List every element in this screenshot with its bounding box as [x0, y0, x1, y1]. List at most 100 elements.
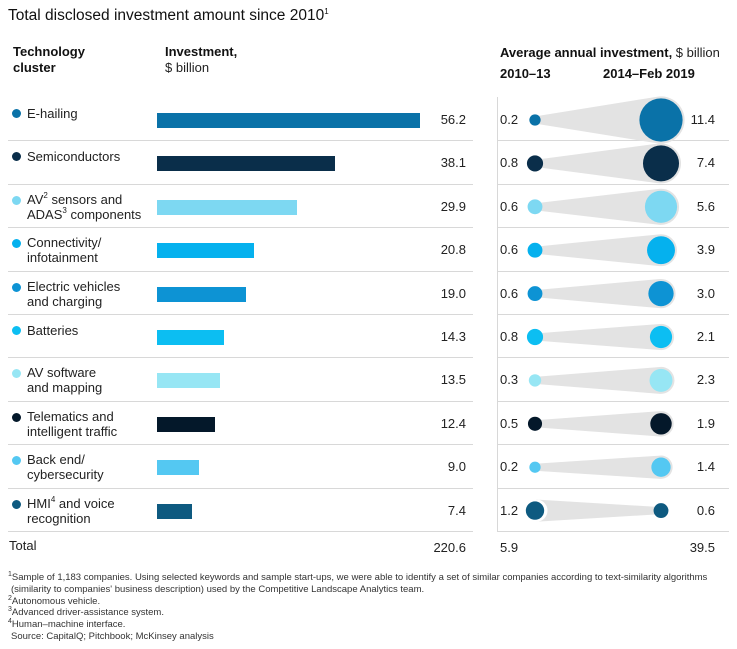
- avg-2014-19-value: 0.6: [696, 502, 715, 518]
- investment-bar: [157, 199, 297, 215]
- avg-2010-13-value: 0.2: [500, 112, 519, 127]
- cluster-label: Connectivity/infotainment: [27, 235, 102, 266]
- bubble-panel-edge: [497, 97, 498, 531]
- bubble-cone: [531, 455, 673, 479]
- cluster-label: Telematics and intelligent traffic: [27, 408, 118, 439]
- investment-value: 29.9: [440, 198, 466, 214]
- bubble-2014-19: [648, 280, 674, 307]
- total-separator: [8, 531, 473, 532]
- header-period-2010-13: 2010–13: [500, 66, 551, 81]
- avg-2010-13-value: 0.3: [500, 372, 519, 388]
- bubble-2014-19: [644, 190, 678, 223]
- bubble-cone: [530, 234, 677, 267]
- total-separator: [497, 531, 729, 532]
- row-separator: [497, 183, 729, 185]
- cluster-label: Semiconductors: [27, 149, 121, 165]
- total-investment: 220.6: [433, 540, 466, 555]
- row-separator: [497, 444, 729, 446]
- cluster-label: AV2 sensors and ADAS3 components: [27, 190, 142, 222]
- row-separator: [8, 357, 473, 359]
- investment-bar: [157, 113, 420, 128]
- row-separator: [8, 314, 473, 315]
- investment-bar: [157, 416, 216, 432]
- investment-bar: [157, 460, 200, 476]
- footnote-line: Source: CapitalQ; Pitchbook; McKinsey an…: [11, 630, 214, 642]
- cluster-dot: [12, 412, 21, 422]
- bubble-2014-19: [639, 98, 683, 142]
- row-separator: [497, 314, 729, 315]
- row-separator: [8, 140, 473, 142]
- bubble-2010-13: [527, 286, 543, 302]
- row-separator: [497, 487, 729, 489]
- footnote-line: 1Sample of 1,183 companies. Using select…: [8, 571, 708, 583]
- investment-value: 9.0: [447, 459, 466, 475]
- header-technology-cluster: Technology cluster: [13, 44, 85, 75]
- bubble-2010-13: [529, 461, 541, 473]
- bubble-chart: [525, 96, 685, 522]
- bubble-cone: [530, 411, 674, 437]
- row-separator: [8, 183, 473, 185]
- bubble-2010-13: [527, 199, 543, 215]
- bubble-cone: [530, 188, 680, 225]
- row-separator: [497, 357, 729, 359]
- avg-2010-13-value: 0.8: [500, 155, 519, 171]
- bubble-cone: [530, 366, 675, 394]
- investment-value: 12.4: [440, 415, 466, 431]
- investment-bar: [157, 243, 255, 259]
- investment-value: 38.1: [440, 155, 466, 171]
- header-average-annual: Average annual investment, $ billion: [500, 45, 720, 60]
- header-investment: Investment, $ billion: [165, 44, 238, 75]
- cluster-dot: [12, 195, 21, 205]
- total-label: Total: [9, 538, 37, 553]
- avg-2010-13-value: 0.2: [500, 459, 519, 475]
- avg-2014-19-value: 3.9: [696, 242, 715, 258]
- avg-2014-19-value: 11.4: [690, 112, 715, 127]
- row-separator: [497, 270, 729, 272]
- bubble-2014-19: [642, 145, 680, 182]
- avg-2014-19-value: 1.4: [696, 459, 715, 475]
- cluster-label: Electric vehicles and charging: [27, 278, 121, 309]
- avg-2014-19-value: 5.6: [696, 198, 715, 214]
- investment-bar: [157, 330, 224, 345]
- cluster-label: E-hailing: [27, 106, 78, 121]
- bubble-2014-19: [649, 325, 673, 349]
- row-separator: [8, 270, 473, 272]
- bubble-2014-19: [653, 503, 669, 519]
- cluster-dot: [12, 369, 21, 379]
- bubble-2010-13: [528, 374, 542, 387]
- cluster-dot: [12, 499, 21, 509]
- bubble-cone: [530, 278, 676, 309]
- investment-bar: [157, 503, 192, 519]
- row-separator: [8, 400, 473, 402]
- cluster-label: Back end/cybersecurity: [27, 452, 104, 483]
- bubble-2010-13: [525, 501, 545, 520]
- bubble-cone: [530, 323, 675, 351]
- bubble-cone: [530, 143, 682, 184]
- investment-bar: [157, 373, 221, 389]
- bubble-cone: [535, 499, 662, 522]
- footnote-line: 2Autonomous vehicle.: [8, 594, 101, 607]
- cluster-dot: [12, 109, 21, 118]
- investment-value: 19.0: [440, 285, 466, 301]
- cluster-label: AV software and mapping: [27, 365, 103, 396]
- avg-2014-19-value: 2.3: [696, 372, 715, 388]
- investment-bar: [157, 156, 336, 172]
- bubble-2014-19: [647, 236, 675, 265]
- chart-title: Total disclosed investment amount since …: [8, 7, 329, 24]
- avg-2010-13-value: 0.8: [500, 329, 519, 344]
- investment-value: 7.4: [447, 502, 466, 518]
- avg-2010-13-value: 0.6: [500, 285, 519, 301]
- total-avg-2010-13: 5.9: [500, 540, 519, 555]
- cluster-dot: [12, 326, 21, 335]
- footnote-line: 3Advanced driver-assistance system.: [8, 606, 164, 619]
- bubble-2014-19: [650, 413, 672, 435]
- footnotes: 1Sample of 1,183 companies. Using select…: [8, 571, 708, 643]
- header-period-2014-2019: 2014–Feb 2019: [603, 66, 695, 81]
- avg-2010-13-value: 0.6: [500, 242, 519, 258]
- avg-2014-19-value: 3.0: [696, 285, 715, 301]
- cluster-label: Batteries: [27, 323, 79, 338]
- cluster-label: HMI4 and voice recognition: [27, 494, 115, 526]
- cluster-dot: [12, 456, 21, 466]
- avg-2014-19-value: 1.9: [696, 415, 715, 431]
- bubble-2010-13: [527, 242, 543, 258]
